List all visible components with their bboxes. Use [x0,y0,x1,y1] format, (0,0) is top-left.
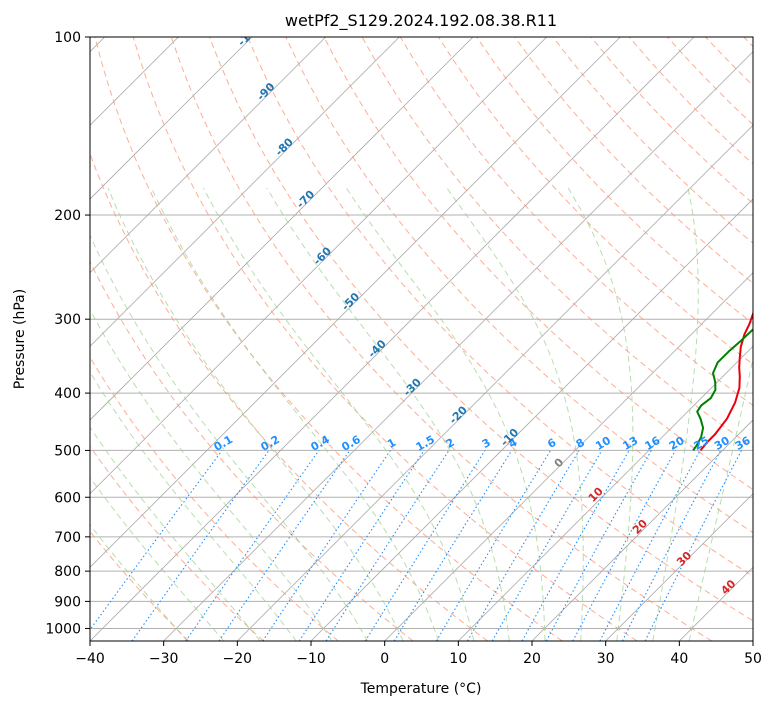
isotherm-line [458,345,753,641]
x-tick-label: −30 [149,651,179,667]
mixing-ratio-line [521,450,630,641]
mixing-ratio-line [393,450,513,641]
mixing-ratio-line [644,450,742,641]
y-tick-label: 900 [54,594,81,610]
isotherm-line [531,419,753,641]
x-axis-ticks: −40 −30 −20 −10 0 10 20 30 40 50 [75,641,762,667]
isotherm-line [90,37,695,641]
x-tick-label: 30 [597,651,615,667]
moist-adiabat-line [107,187,404,641]
mixing-ratio-lines [90,450,742,641]
y-tick-label: 300 [54,312,81,328]
dry-adiabats [90,37,753,641]
skewed-isotherms [90,37,753,641]
mixing-ratio-line [298,450,425,641]
plot-frame [89,36,754,642]
moist-adiabat-line [90,523,188,641]
moist-adiabat-line [90,308,333,641]
y-axis-ticks: 1000 900 800 700 600 500 400 300 200 100 [45,30,90,637]
y-tick-label: 700 [54,530,81,546]
y-tick-label: 1000 [45,621,81,637]
mixing-ratio-line [325,450,450,641]
dry-adiabat-line [90,356,339,641]
isotherm-line [90,37,621,568]
x-tick-label: 0 [380,651,389,667]
mixing-ratio-line [545,450,652,641]
dry-adiabat-line [90,445,264,641]
pressure-grid [90,37,753,629]
isotherm-line [237,124,753,641]
isotherm-line [90,37,474,421]
profile-series [692,299,753,452]
x-tick-label: 20 [523,651,541,667]
y-axis-label: Pressure (hPa) [12,289,28,389]
temperature-profile-line [699,299,753,452]
chart-title: wetPf2_S129.2024.192.08.38.R11 [285,11,557,31]
mixing-ratio-line [131,450,270,641]
dry-adiabat-line [247,37,753,577]
dry-adiabat-line [90,260,414,641]
mixing-ratio-line [185,450,320,641]
y-tick-label: 600 [54,490,81,506]
y-tick-label: 500 [54,443,81,459]
dry-adiabat-line [514,37,753,284]
moist-adiabat-line [688,355,753,641]
isotherm-line [90,37,400,347]
mixing-ratio-line [218,450,351,641]
isotherm-line [605,493,753,641]
isotherm-line [163,51,753,641]
moist-adiabat-line [202,187,475,641]
isotherm-line [90,37,253,200]
moist-adiabat-line [567,187,634,641]
isotherm-line [90,37,547,495]
y-tick-label: 800 [54,564,81,580]
dry-adiabat-label: -100 [235,20,264,49]
dry-adiabat-line [285,37,753,534]
dry-adiabat-line [476,37,753,325]
dry-adiabat-line [132,37,638,641]
x-tick-label: 40 [670,651,688,667]
y-tick-label: 200 [54,208,81,224]
x-tick-label: −40 [75,651,105,667]
dry-adiabat-line [94,37,563,641]
dry-adiabat-line [323,37,753,491]
dewpoint-profile-line [692,327,753,451]
mixing-ratio-line [621,450,722,641]
dry-adiabat-line [209,37,753,622]
x-axis-label: Temperature (°C) [360,681,482,697]
moist-adiabat-line [90,234,369,641]
dry-adiabat-line [170,37,712,641]
moist-adiabats [90,187,753,641]
moist-adiabat-line [151,187,439,641]
isotherm-line [90,37,326,274]
moist-adiabat-line [90,476,225,641]
moist-adiabat-line [652,187,699,641]
y-tick-label: 400 [54,386,81,402]
y-tick-label: 100 [54,30,81,46]
x-tick-label: 50 [744,651,762,667]
x-tick-label: −20 [223,651,253,667]
moist-adiabat-line [266,187,510,641]
mixing-ratio-line [262,450,391,641]
x-tick-label: 10 [449,651,467,667]
isotherm-line [384,272,753,641]
mixing-ratio-line [90,450,223,631]
mixing-ratio-line [572,450,676,641]
x-tick-label: −10 [296,651,326,667]
